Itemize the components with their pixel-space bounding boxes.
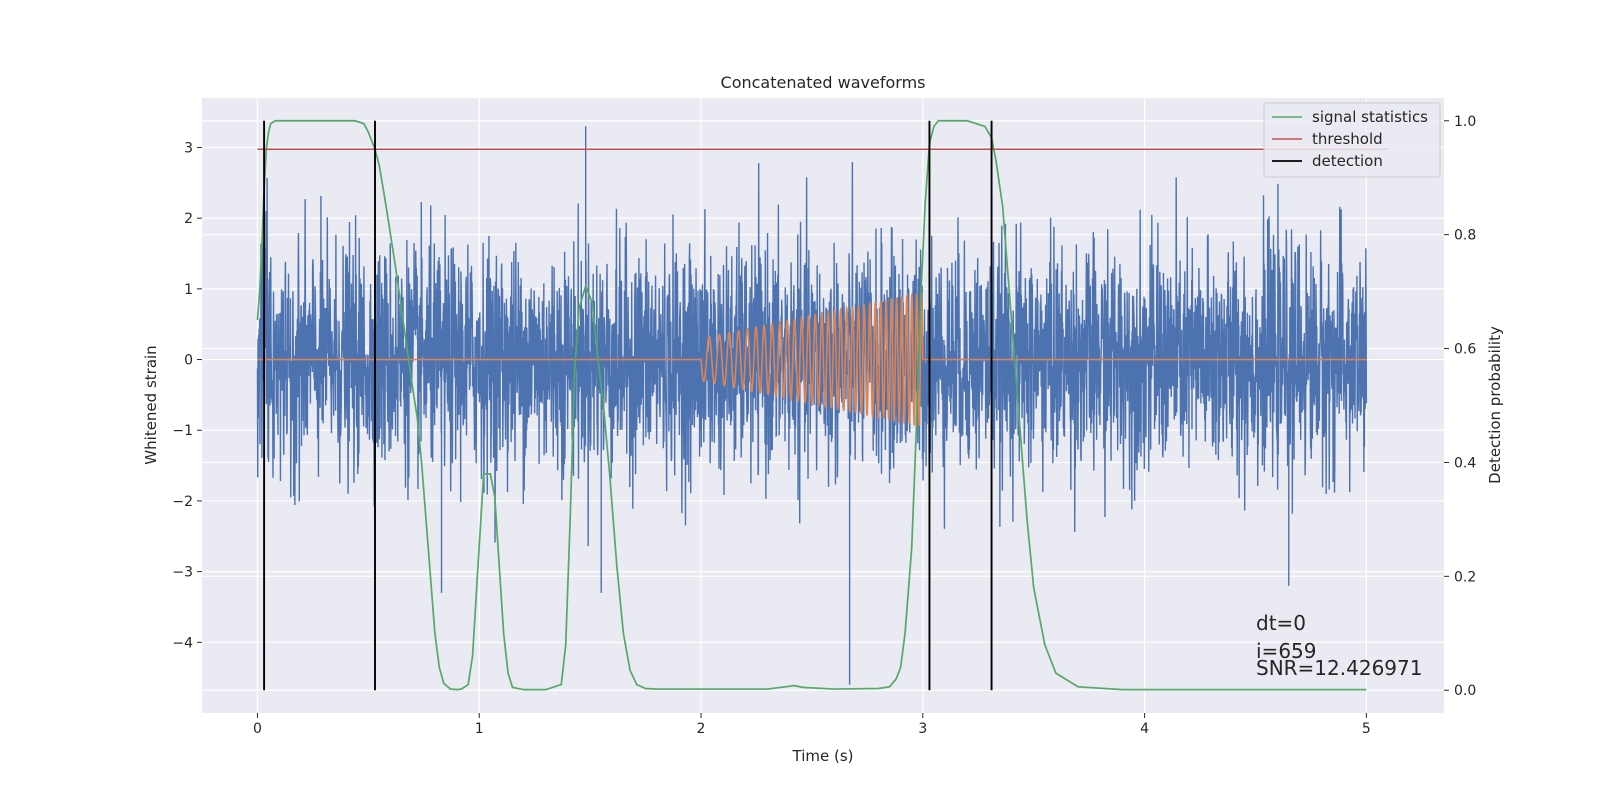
y-right-tick-label: 0.6 (1454, 342, 1476, 358)
annotation-dt: dt=0 (1256, 611, 1306, 635)
y-right-tick-label: 0.2 (1454, 569, 1476, 585)
y-axis-label-left: Whitened strain (142, 345, 160, 464)
y-right-tick-label: 0.4 (1454, 455, 1476, 471)
y-right-tick-label: 1.0 (1454, 114, 1476, 130)
legend-label-detection: detection (1312, 152, 1383, 170)
series-signal-statistics (256, 119, 1367, 691)
x-axis-label: Time (s) (792, 747, 854, 765)
y-left-tick-label: 1 (184, 282, 193, 298)
y-left-tick-label: 2 (184, 211, 193, 227)
series-layer (256, 119, 1389, 691)
series-whitened-strain-noise (256, 126, 1368, 685)
x-tick-label: 5 (1362, 721, 1371, 737)
y-right-tick-label: 0.0 (1454, 683, 1476, 699)
legend-label-signal-statistics: signal statistics (1312, 108, 1428, 126)
x-tick-label: 3 (918, 721, 927, 737)
legend: signal statistics threshold detection (1263, 102, 1441, 178)
y-left-tick-label: −2 (172, 494, 193, 510)
y-left-tick-label: 0 (184, 353, 193, 369)
x-tick-label: 1 (475, 721, 484, 737)
legend-frame (1263, 102, 1441, 178)
series-injected-chirp (257, 291, 1367, 427)
annotation-i: i=659 (1256, 639, 1317, 663)
y-left-tick-label: −1 (172, 423, 193, 439)
y-axis-label-right: Detection probability (1486, 326, 1504, 484)
chart-title: Concatenated waveforms (721, 73, 926, 92)
x-tick-label: 0 (253, 721, 262, 737)
y-left-tick-label: −4 (172, 635, 193, 651)
x-tick-label: 4 (1140, 721, 1149, 737)
x-tick-label: 2 (697, 721, 706, 737)
annotation-snr: SNR=12.426971 (1256, 656, 1422, 680)
y-right-tick-label: 0.8 (1454, 228, 1476, 244)
legend-label-threshold: threshold (1312, 130, 1383, 148)
y-left-tick-label: 3 (184, 140, 193, 156)
ticks-layer: 0 1 2 3 4 5 −4 −3 −2 −1 0 1 2 3 0.0 0.2 0.4 0.6 0.8 1.0 (172, 114, 1476, 737)
y-left-tick-label: −3 (172, 565, 193, 581)
